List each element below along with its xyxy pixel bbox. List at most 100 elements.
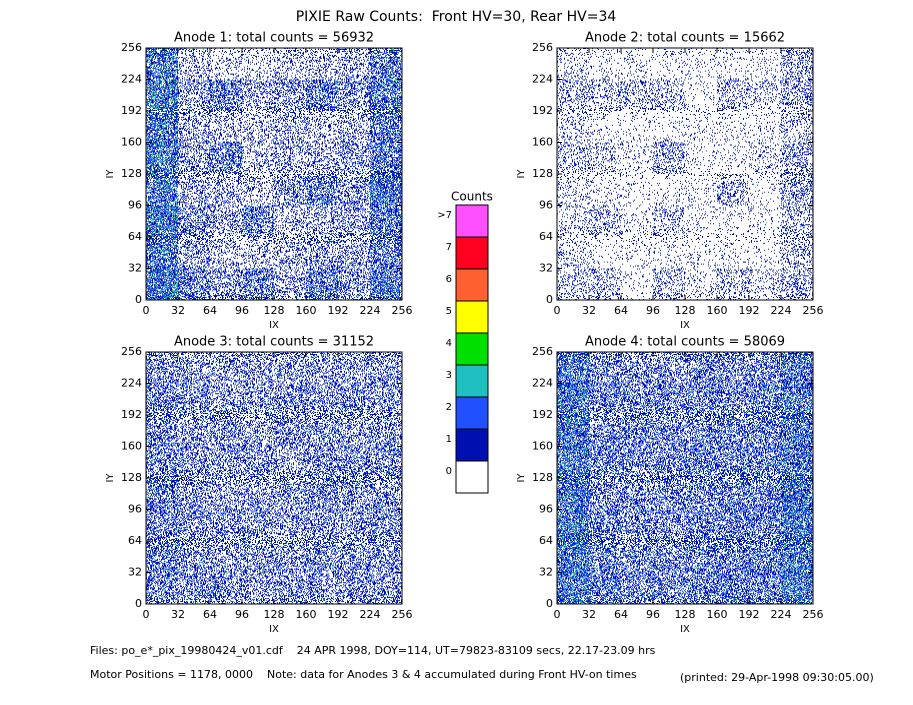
count-cell [267, 211, 268, 213]
count-cell [210, 48, 242, 80]
count-cell [717, 142, 749, 174]
count-cell [589, 447, 621, 478]
count-cell [312, 228, 313, 230]
x-tick-label: 128 [675, 608, 696, 621]
x-tick-label: 160 [707, 608, 728, 621]
y-tick-label: 192 [532, 104, 553, 117]
count-cell [782, 383, 813, 415]
y-tick-label: 64 [128, 534, 142, 547]
count-cell [146, 268, 178, 300]
count-cell [246, 448, 271, 478]
count-cell [622, 208, 653, 237]
count-cell [608, 487, 609, 489]
count-cell [218, 48, 239, 77]
count-cell [713, 599, 714, 601]
count-cell [242, 79, 274, 111]
count-cell [675, 594, 676, 596]
count-cell [678, 445, 679, 447]
count-cell [338, 572, 370, 604]
count-cell [583, 241, 584, 243]
count-cell [278, 253, 279, 255]
count-cell [210, 383, 242, 415]
count-cell [275, 573, 303, 604]
count-cell [146, 237, 178, 269]
count-cell [301, 460, 302, 462]
count-cell [274, 112, 306, 143]
y-tick-label: 0 [135, 597, 142, 610]
count-cell [338, 353, 370, 384]
count-cell [781, 205, 813, 237]
count-cell [210, 509, 242, 541]
count-cell [370, 237, 402, 269]
count-cell [146, 174, 178, 206]
count-cell [781, 446, 813, 478]
count-cell [653, 541, 685, 573]
count-cell [558, 509, 589, 541]
colorbar-label: >7 [437, 210, 452, 221]
count-cell [243, 352, 273, 384]
count-cell [146, 416, 176, 447]
count-cell [324, 563, 325, 565]
count-cell [348, 437, 349, 439]
count-cell [781, 541, 812, 573]
count-cell [621, 174, 653, 206]
count-cell [589, 142, 621, 174]
count-cell [315, 594, 324, 602]
count-cell [370, 541, 402, 573]
count-cell [274, 509, 306, 541]
count-cell [306, 79, 338, 111]
count-cell [146, 541, 178, 573]
count-cell [146, 446, 178, 478]
y-tick-label: 0 [546, 293, 553, 306]
count-cell [242, 112, 274, 143]
count-cell [781, 174, 813, 206]
count-cell [697, 471, 698, 473]
count-cell [210, 79, 242, 111]
count-cell [557, 205, 589, 237]
count-cell [702, 150, 713, 172]
count-cell [210, 111, 242, 143]
count-cell [146, 572, 178, 604]
count-cell [687, 54, 688, 56]
x-tick-label: 32 [582, 608, 596, 621]
count-cell [685, 383, 717, 415]
count-cell [717, 174, 748, 206]
count-cell [781, 541, 813, 573]
count-cell [178, 415, 210, 447]
count-cell [274, 206, 306, 235]
count-cell [178, 352, 210, 384]
count-cell [589, 541, 621, 573]
count-cell [717, 446, 749, 478]
count-cell [664, 383, 676, 401]
count-cell [557, 446, 589, 478]
count-cell [370, 111, 402, 143]
count-cell [274, 48, 302, 80]
count-cell [598, 598, 599, 600]
x-tick-label: 224 [771, 304, 792, 317]
count-cell [322, 495, 323, 497]
count-cell [178, 415, 210, 447]
count-cell [272, 438, 273, 440]
count-cell [178, 509, 210, 541]
count-cell [781, 478, 813, 510]
count-cell [249, 268, 274, 298]
count-cell [589, 446, 621, 478]
count-cell [756, 176, 762, 192]
count-cell [306, 572, 338, 604]
count-cell [653, 79, 685, 111]
count-cell [178, 112, 210, 143]
count-cell [274, 446, 306, 478]
x-tick-label: 128 [264, 304, 285, 317]
count-cell [392, 468, 393, 470]
count-cell [709, 567, 710, 569]
count-cell [242, 237, 274, 269]
count-cell [182, 574, 208, 599]
count-cell [717, 352, 749, 384]
count-cell [653, 478, 685, 510]
count-cell [146, 205, 178, 237]
count-cell [242, 268, 274, 300]
count-cell [557, 111, 589, 143]
count-cell [749, 479, 780, 510]
x-tick-label: 96 [646, 304, 660, 317]
count-cell [149, 237, 178, 267]
